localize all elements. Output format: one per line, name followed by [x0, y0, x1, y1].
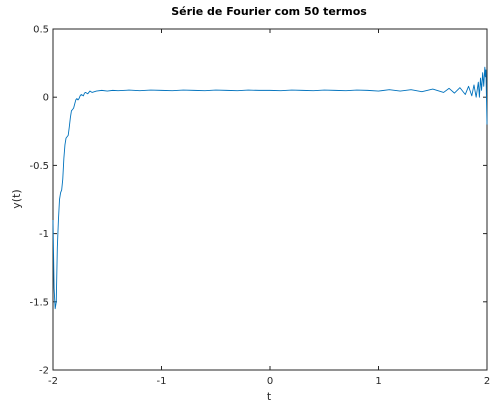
x-axis-title: t — [267, 390, 272, 403]
axes — [52, 28, 488, 371]
x-tick-label: 1 — [375, 376, 381, 387]
series-line — [52, 66, 488, 310]
ticks: -2 -1 0 1 2 -2 -1.5 -1 -0.5 0 0.5 — [29, 25, 490, 388]
chart-title: Série de Fourier com 50 termos — [171, 5, 367, 18]
x-tick-label: -1 — [157, 376, 167, 387]
y-tick-label: -1.5 — [29, 297, 49, 308]
y-axis-title: y(t) — [10, 189, 23, 208]
x-tick-label: 2 — [484, 376, 490, 387]
y-tick-label: -2 — [39, 366, 49, 377]
y-tick-label: -1 — [39, 229, 49, 240]
x-tick-label: -2 — [48, 376, 58, 387]
series-layer — [52, 66, 488, 310]
y-tick-label: 0.5 — [33, 25, 49, 36]
x-tick-label: 0 — [267, 376, 273, 387]
plot-frame — [52, 28, 488, 371]
y-tick-label: 0 — [43, 93, 49, 104]
y-tick-label: -0.5 — [29, 161, 49, 172]
